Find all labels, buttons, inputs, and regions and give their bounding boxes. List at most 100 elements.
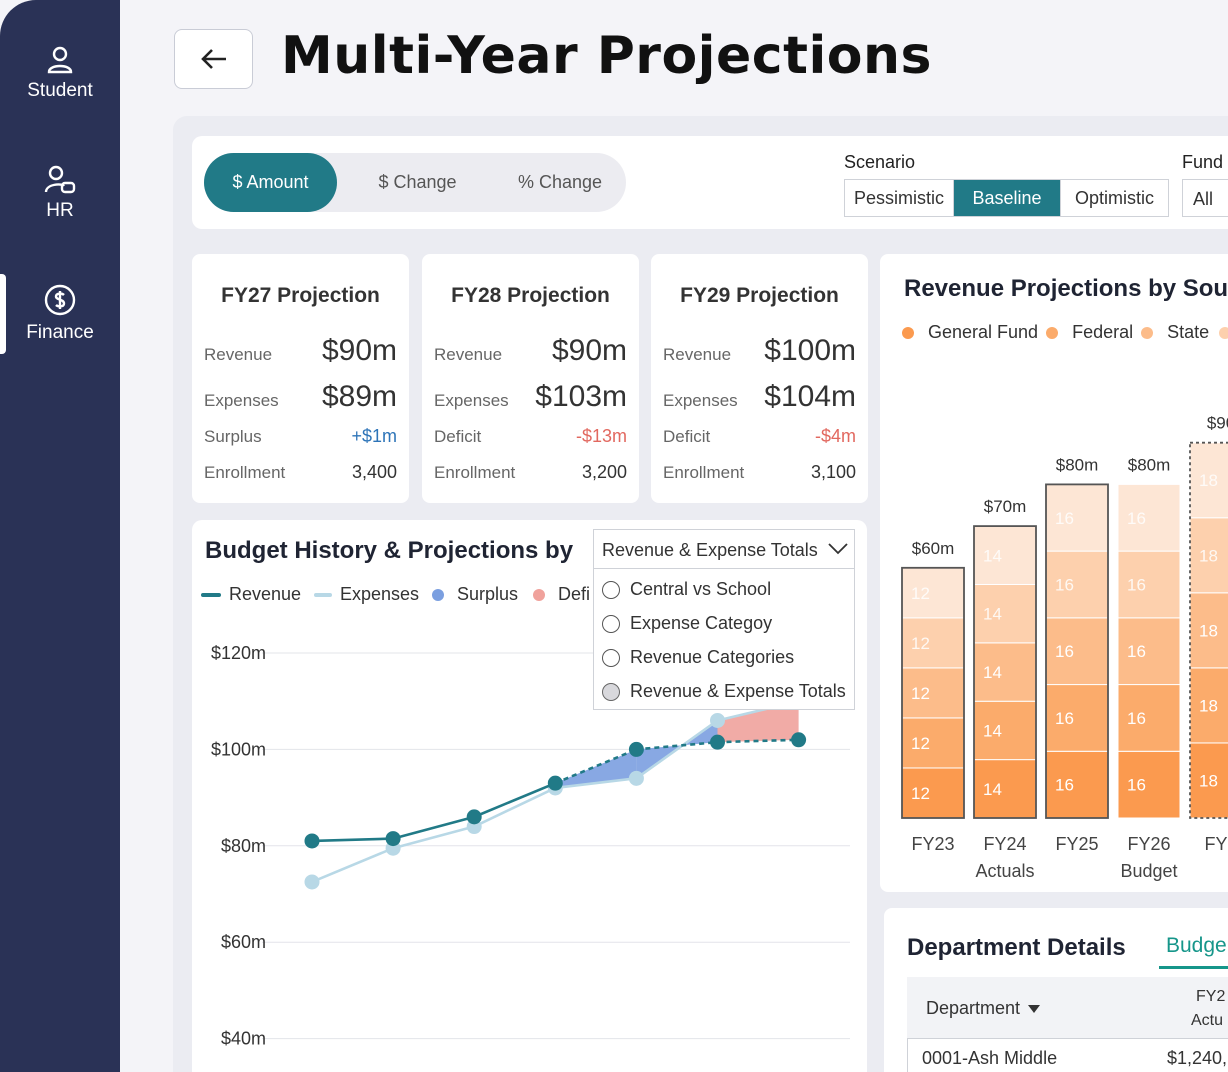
kpi-balance-label: Deficit <box>434 427 482 446</box>
option-central-vs-school[interactable]: Central vs School <box>602 579 771 600</box>
scenario-optimistic[interactable]: Optimistic <box>1061 180 1168 216</box>
tab-amount[interactable]: $ Amount <box>204 153 337 212</box>
kpi-expenses-value: $103m <box>535 380 627 413</box>
kpi-revenue-label: Revenue <box>204 345 273 364</box>
radio-icon <box>602 580 620 599</box>
tab-budget[interactable]: Budge <box>1166 934 1227 957</box>
bar-segment-label: 18 <box>1199 546 1218 565</box>
option-label: Revenue & Expense Totals <box>630 681 846 701</box>
scenario-baseline[interactable]: Baseline <box>954 180 1061 216</box>
tab-underline <box>1159 966 1228 969</box>
breakdown-dropdown-menu: Central vs School Expense Categoy Revenu… <box>593 568 855 710</box>
bar-segment-label: 14 <box>983 546 1002 565</box>
y-tick-label: $40m <box>221 1029 266 1049</box>
expenses-segment <box>555 777 637 790</box>
legend-expenses: Expenses <box>314 584 419 605</box>
kpi-revenue-value: $90m <box>551 334 627 367</box>
bar-segment <box>1189 667 1228 744</box>
kpi-title: FY28 Projection <box>451 284 610 307</box>
kpi-balance-value: +$1m <box>351 426 397 446</box>
legend-expenses-swatch <box>314 592 332 597</box>
kpi-card-fy28: FY28 Projection Revenue $90m Expenses $103… <box>422 254 639 503</box>
department-table-header <box>907 977 1228 1039</box>
bar-segment-label: 18 <box>1199 621 1218 640</box>
revenue-legend: General Fund Federal State <box>902 322 1228 343</box>
expenses-segment <box>311 847 394 884</box>
option-label: Expense Categoy <box>630 613 773 633</box>
revenue-segment <box>392 815 475 840</box>
bar-total-label: $90 <box>1207 414 1228 433</box>
bar-segment-label: 16 <box>1055 642 1074 661</box>
option-expense-category[interactable]: Expense Categoy <box>602 613 772 634</box>
bar-segment <box>1189 592 1228 669</box>
bar-segment <box>1045 483 1109 552</box>
tab-percent-change[interactable]: % Change <box>517 172 603 192</box>
y-tick-label: $80m <box>221 836 266 856</box>
chevron-down-icon <box>828 543 848 555</box>
budget-history-title: Budget History & Projections by <box>205 537 574 564</box>
expenses-segment <box>392 825 475 850</box>
column-header-fy-line1: FY2 <box>1196 988 1226 1005</box>
bar-segment-label: 12 <box>911 584 930 603</box>
bar-segment-label: 18 <box>1199 471 1218 490</box>
sidebar-item-finance[interactable]: Finance <box>0 284 120 344</box>
kpi-balance-label: Deficit <box>663 427 711 446</box>
radio-icon <box>602 648 620 667</box>
revenue-segment <box>311 837 394 843</box>
bar-total-label: $60m <box>912 539 955 558</box>
kpi-enrollment-value: 3,400 <box>351 462 397 482</box>
bar-outline <box>901 566 965 819</box>
table-row-value: $1,240,( <box>1167 1048 1228 1068</box>
y-tick-label: $120m <box>211 643 266 663</box>
bar-segment-label: 16 <box>1127 776 1146 795</box>
option-revenue-expense-totals[interactable]: Revenue & Expense Totals <box>602 681 846 702</box>
legend-label: Federal <box>1072 322 1134 342</box>
bar-total-label: $80m <box>1128 455 1171 474</box>
budget-line-chart: $120m $100m $80m $60m $40m <box>211 643 850 1049</box>
bar-segment-label: 12 <box>911 734 930 753</box>
kpi-expenses-label: Expenses <box>434 391 509 410</box>
bar-outline <box>1045 483 1109 819</box>
kpi-expenses-label: Expenses <box>663 391 738 410</box>
legend-surplus-swatch <box>432 588 444 601</box>
revenue-projections-title: Revenue Projections by Sou <box>904 275 1228 302</box>
tab-change[interactable]: $ Change <box>378 172 457 192</box>
bar-segment-label: 18 <box>1199 696 1218 715</box>
kpi-enrollment-value: 3,100 <box>810 462 856 482</box>
fund-select[interactable]: All <box>1182 179 1228 217</box>
expenses-segment <box>473 786 556 828</box>
kpi-revenue-value: $90m <box>321 334 397 367</box>
bar-segment-label: 14 <box>983 663 1002 682</box>
sort-down-icon <box>1028 1004 1041 1013</box>
legend-deficit: Defi <box>533 584 590 605</box>
bar-segment-label: 14 <box>983 721 1002 740</box>
back-button[interactable] <box>174 29 253 89</box>
scenario-label: Scenario <box>844 152 916 172</box>
option-revenue-categories[interactable]: Revenue Categories <box>602 647 794 668</box>
dropdown-value: Revenue & Expense Totals <box>602 540 818 560</box>
breakdown-dropdown[interactable]: Revenue & Expense Totals <box>593 529 855 569</box>
legend-label: Surplus <box>457 584 519 604</box>
column-header-department[interactable]: Department <box>926 998 1041 1019</box>
bar-segment <box>973 525 1037 585</box>
kpi-balance-value: -$13m <box>575 426 627 446</box>
option-label: Central vs School <box>630 579 772 599</box>
scenario-pessimistic[interactable]: Pessimistic <box>845 180 954 216</box>
sidebar-item-label: Student <box>27 80 93 101</box>
users-icon <box>44 165 76 194</box>
revenue-segment <box>636 740 718 751</box>
legend-label: Defi <box>558 584 591 604</box>
bar-segment <box>1117 617 1181 686</box>
legend-revenue-swatch <box>201 592 221 597</box>
revenue-segment <box>717 738 799 744</box>
kpi-card-fy29: FY29 Projection Revenue $100m Expenses $10… <box>651 254 868 503</box>
sidebar-item-student[interactable]: Student <box>0 44 120 102</box>
bar-total-label: $80m <box>1056 455 1099 474</box>
bar-segment-label: 12 <box>911 634 930 653</box>
x-category-label: FY2 <box>1204 834 1228 854</box>
x-category-label: Budget <box>1120 861 1177 881</box>
kpi-expenses-value: $89m <box>321 380 397 413</box>
option-label: Revenue Categories <box>630 647 795 667</box>
sidebar-item-hr[interactable]: HR <box>0 164 120 222</box>
kpi-card-fy27: FY27 Projection Revenue $90m Expenses $89m… <box>192 254 409 503</box>
